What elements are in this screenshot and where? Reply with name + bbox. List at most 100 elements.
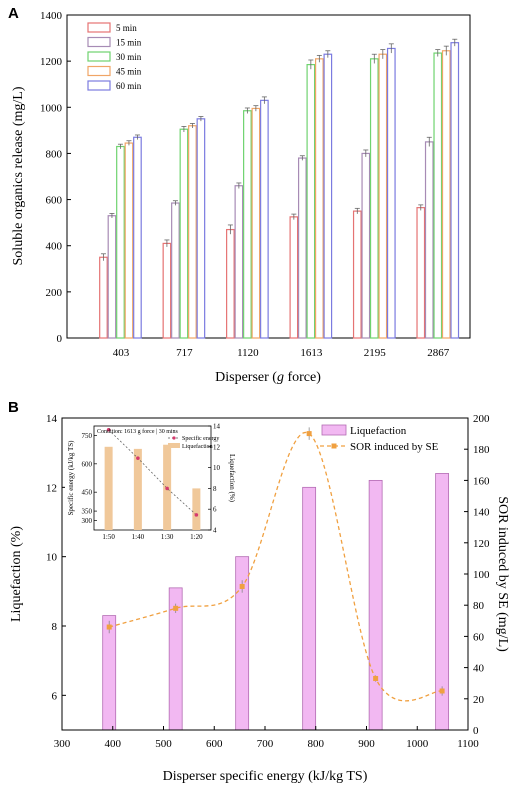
legend-label: 5 min — [116, 23, 137, 33]
bar — [352, 210, 362, 339]
bar — [306, 64, 316, 339]
bar — [133, 136, 142, 339]
bar — [369, 58, 379, 339]
legend-swatch — [87, 51, 111, 62]
left-y-tick-label: 12 — [46, 482, 57, 494]
bar — [416, 207, 426, 339]
bar — [116, 145, 125, 339]
inset-plot-frame — [93, 425, 212, 531]
inset-liquefaction-bar — [192, 488, 201, 530]
y-tick-label: 1400 — [40, 10, 63, 22]
bar — [179, 128, 189, 339]
bar — [99, 256, 108, 339]
bar — [450, 42, 460, 339]
bar — [361, 152, 371, 339]
x-tick-label: 800 — [308, 738, 325, 750]
inset-right-tick-label: 6 — [213, 506, 217, 514]
legend-label: 30 min — [116, 52, 142, 62]
inset-left-tick-label: 300 — [82, 517, 93, 525]
y-tick-label: 800 — [46, 148, 63, 160]
bar — [378, 53, 388, 339]
bar — [162, 242, 172, 339]
panel-a-legend: 5 min 15 min 30 min 45 min 60 min — [87, 22, 142, 91]
inset-right-y-axis-label: Liquefaction (%) — [228, 454, 236, 503]
y-tick-label: 1000 — [40, 102, 63, 114]
panel-b-legend: Liquefaction SOR induced by SE — [320, 424, 439, 453]
x-tick-label: 600 — [206, 738, 223, 750]
sor-point — [239, 583, 245, 589]
legend-swatch — [87, 36, 111, 48]
right-y-tick-label: 40 — [473, 663, 485, 675]
x-tick-label: 1000 — [406, 738, 429, 750]
bar — [196, 118, 206, 339]
panel-a-x-axis-label: Disperser (g force) — [215, 370, 321, 385]
inset-right-tick-label: 10 — [213, 464, 221, 472]
inset-left-tick-label: 450 — [82, 489, 93, 497]
liquefaction-bar — [302, 486, 317, 731]
inset-x-tick-label: 1:30 — [161, 533, 174, 541]
sor-point — [173, 605, 179, 611]
bar — [243, 110, 252, 339]
legend-label-liquefaction: Liquefaction — [350, 425, 407, 437]
legend-label-sor: SOR induced by SE — [350, 441, 439, 453]
inset-legend-label-energy: Specific energy — [182, 435, 219, 442]
inset-right-tick-label: 8 — [213, 485, 217, 493]
right-y-tick-label: 0 — [473, 725, 479, 737]
bar — [386, 47, 396, 339]
bar — [188, 125, 197, 339]
right-y-tick-label: 60 — [473, 631, 485, 643]
right-y-tick-label: 120 — [473, 538, 490, 550]
panel-b-left-y-ticks: 6 8 10 12 14 — [46, 413, 66, 702]
inset-legend-label-liquefaction: Liquefaction — [182, 443, 213, 450]
x-tick-label: 300 — [54, 738, 71, 750]
inset-left-tick-label: 750 — [82, 432, 93, 440]
panel-b-line — [106, 427, 445, 702]
y-tick-label: 0 — [57, 333, 63, 345]
y-tick-label: 400 — [46, 241, 63, 253]
bar — [226, 228, 235, 339]
panel-b-x-ticks: 300 400 500 600 700 800 900 1000 1100 — [54, 726, 479, 750]
inset-energy-line — [108, 429, 197, 516]
inset-energy-point — [106, 427, 111, 432]
right-y-tick-label: 140 — [473, 507, 490, 519]
right-y-tick-label: 160 — [473, 475, 490, 487]
inset-energy-point — [165, 486, 169, 491]
right-y-tick-label: 180 — [473, 444, 490, 456]
legend-label: 45 min — [116, 67, 142, 77]
inset-x-tick-label: 1:40 — [132, 533, 145, 541]
inset-right-tick-label: 12 — [213, 443, 221, 451]
y-tick-label: 600 — [46, 195, 63, 207]
bar — [323, 53, 333, 339]
panel-b-left-y-axis-label: Liquefaction (%) — [9, 526, 24, 622]
sor-point — [373, 676, 379, 682]
inset-liquefaction-bar — [104, 446, 113, 530]
bar — [424, 141, 434, 339]
inset-liquefaction-bar — [133, 448, 142, 530]
sor-point — [106, 624, 112, 630]
right-y-tick-label: 80 — [473, 600, 485, 612]
inset-legend-marker — [172, 436, 176, 440]
inset-right-tick-label: 4 — [213, 527, 217, 535]
x-tick-label: 1613 — [300, 347, 323, 359]
inset-left-tick-label: 350 — [82, 508, 93, 516]
panel-a-y-axis-label: Soluble organics release (mg/L) — [11, 86, 26, 265]
inset-energy-point — [136, 456, 140, 460]
panel-b-x-axis-label: Disperser specific energy (kJ/kg TS) — [163, 769, 368, 784]
bar — [297, 157, 307, 339]
panel-b-right-y-axis-label: SOR induced by SE (mg/L) — [495, 496, 510, 652]
liquefaction-bar — [368, 479, 383, 731]
left-y-tick-label: 8 — [52, 621, 58, 633]
bar — [289, 216, 299, 339]
bar — [107, 215, 117, 339]
legend-label: 15 min — [116, 38, 142, 48]
panel-a-letter: A — [8, 5, 19, 22]
bar — [314, 58, 324, 339]
inset-line — [106, 427, 199, 517]
x-tick-label: 500 — [155, 738, 172, 750]
bar — [124, 142, 134, 339]
left-y-tick-label: 10 — [46, 552, 58, 564]
x-tick-label: 400 — [105, 738, 122, 750]
